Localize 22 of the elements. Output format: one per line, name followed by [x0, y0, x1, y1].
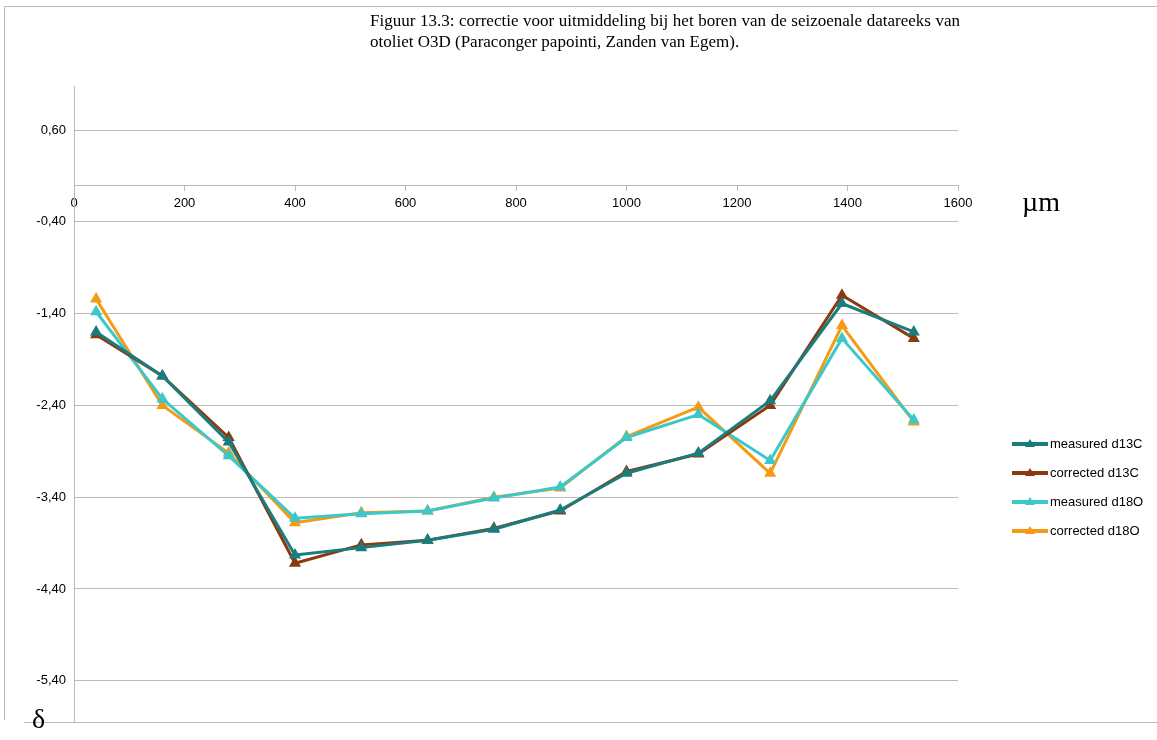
x-tick-label: 800 — [505, 195, 527, 211]
x-tick-label: 600 — [394, 195, 417, 211]
y-tick-label: -1,40 — [36, 305, 66, 321]
legend-label: measured d13C — [1050, 436, 1143, 451]
x-tick-label: 1200 — [722, 195, 752, 211]
y-tick-label: -4,40 — [36, 580, 66, 596]
y-tick-label: -2,40 — [36, 396, 66, 412]
y-tick-label: 0,60 — [40, 121, 66, 137]
x-tick-label: 1000 — [612, 195, 641, 211]
x-tick-label: 200 — [173, 195, 196, 211]
x-tick-label: 1600 — [943, 195, 973, 211]
legend-label: corrected d13C — [1050, 465, 1139, 480]
chart-title: Figuur 13.3: correctie voor uitmiddeling bij het boren van de seizoenale datareeks van otoliet O3D (Paraconger papointi, Zanden van Egem). — [370, 10, 960, 52]
x-axis-title: µm — [1022, 186, 1060, 218]
y-tick-label: -5,40 — [36, 672, 66, 688]
legend-label: corrected d18O — [1050, 523, 1140, 538]
x-tick-label: 1400 — [833, 195, 862, 211]
y-tick-label: -3,40 — [36, 488, 66, 504]
x-tick-label: 400 — [284, 195, 306, 211]
legend-label: measured d18O — [1050, 494, 1144, 509]
y-tick-label: -0,40 — [36, 213, 66, 229]
y-axis-title: δ — [32, 703, 46, 734]
